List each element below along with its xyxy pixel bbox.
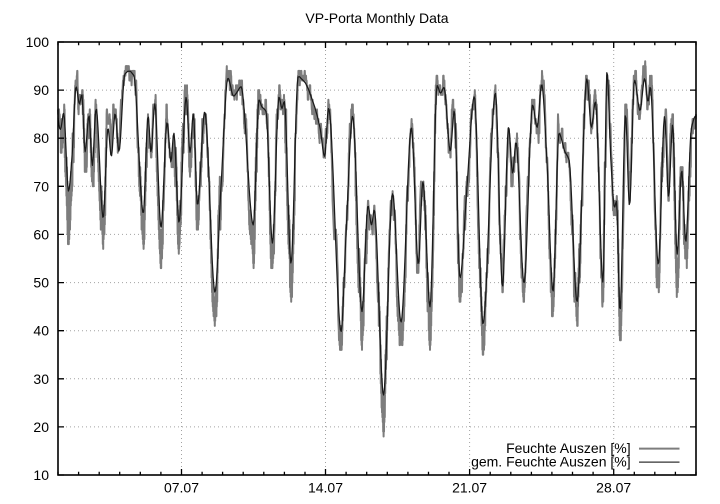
svg-text:07.07: 07.07 — [164, 480, 199, 496]
svg-text:gem. Feuchte Auszen [%]: gem. Feuchte Auszen [%] — [471, 454, 631, 470]
svg-text:50: 50 — [33, 275, 49, 291]
svg-text:14.07: 14.07 — [308, 480, 343, 496]
svg-text:20: 20 — [33, 419, 49, 435]
svg-text:60: 60 — [33, 226, 49, 242]
svg-text:28.07: 28.07 — [596, 480, 631, 496]
svg-text:VP-Porta Monthly Data: VP-Porta Monthly Data — [305, 10, 448, 26]
svg-text:Feuchte Auszen [%]: Feuchte Auszen [%] — [506, 440, 631, 456]
svg-text:40: 40 — [33, 323, 49, 339]
svg-text:70: 70 — [33, 178, 49, 194]
svg-text:10: 10 — [33, 467, 49, 483]
svg-text:21.07: 21.07 — [452, 480, 487, 496]
svg-text:100: 100 — [26, 34, 50, 50]
svg-text:80: 80 — [33, 130, 49, 146]
svg-text:30: 30 — [33, 371, 49, 387]
svg-text:90: 90 — [33, 82, 49, 98]
